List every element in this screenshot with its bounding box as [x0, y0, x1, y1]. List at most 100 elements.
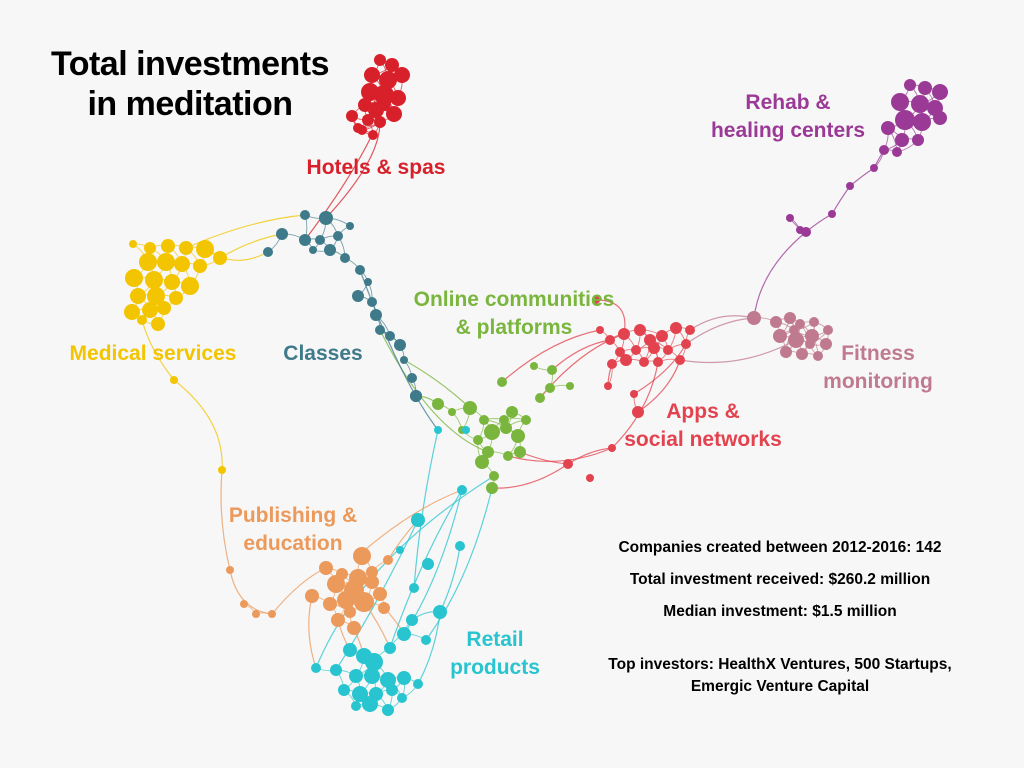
label-retail-line-2: products: [450, 656, 540, 679]
node-online-7: [511, 429, 525, 443]
node-retail-19: [311, 663, 321, 673]
node-rehab-10: [895, 133, 909, 147]
node-rehab-13: [892, 147, 902, 157]
node-fitness-7: [788, 332, 804, 348]
node-apps-6: [670, 322, 682, 334]
node-online-6: [500, 422, 512, 434]
node-medical-15: [147, 287, 165, 305]
node-classes-0: [319, 211, 333, 225]
node-classes-14: [367, 297, 377, 307]
node-medical-11: [145, 271, 163, 289]
bridge-node-1: [218, 466, 226, 474]
node-medical-17: [124, 304, 140, 320]
label-retail-products: Retail products: [440, 626, 550, 682]
node-fitness-9: [820, 338, 832, 350]
node-retail-29: [421, 635, 431, 645]
label-rehab-line-1: Rehab &: [745, 91, 831, 114]
node-online-23: [566, 382, 574, 390]
node-online-15: [530, 362, 538, 370]
node-apps-9: [648, 342, 660, 354]
node-medical-10: [125, 269, 143, 287]
edge-long-12: [379, 329, 489, 453]
node-fitness-4: [809, 317, 819, 327]
node-online-14: [547, 365, 557, 375]
node-hotels-11: [374, 116, 386, 128]
label-online-line-1: Online communities: [413, 288, 615, 311]
node-retail-28: [351, 701, 361, 711]
investors-line-2: Emergic Venture Capital: [690, 678, 870, 695]
node-retail-27: [396, 546, 404, 554]
node-publishing-13: [347, 621, 361, 635]
edge-long-29: [831, 185, 851, 215]
bridge-node-4: [462, 426, 470, 434]
node-apps-14: [639, 357, 649, 367]
node-rehab-8: [933, 111, 947, 125]
node-medical-6: [139, 253, 157, 271]
node-medical-21: [137, 315, 147, 325]
label-apps-line-2: social networks: [624, 428, 782, 451]
edge-long-8: [229, 569, 273, 615]
node-rehab-9: [881, 121, 895, 135]
label-online-communities: Online communities & platforms: [404, 286, 624, 342]
label-classes: Classes: [278, 340, 368, 368]
node-retail-12: [338, 684, 350, 696]
node-classes-15: [370, 309, 382, 321]
node-medical-13: [181, 277, 199, 295]
edge-long-9: [271, 567, 327, 615]
node-online-16: [545, 383, 555, 393]
node-retail-7: [349, 669, 363, 683]
node-fitness-11: [796, 348, 808, 360]
node-medical-18: [142, 302, 158, 318]
node-classes-13: [352, 290, 364, 302]
node-classes-12: [364, 278, 372, 286]
node-publishing-10: [354, 592, 374, 612]
node-online-9: [503, 451, 513, 461]
edge-long-49: [417, 611, 441, 685]
node-hotels-3: [379, 71, 397, 89]
node-medical-0: [129, 240, 137, 248]
node-publishing-19: [268, 610, 276, 618]
edge-long-30: [849, 167, 875, 187]
label-fitness-line-2: monitoring: [823, 370, 933, 393]
node-publishing-15: [353, 547, 371, 565]
node-medical-16: [169, 291, 183, 305]
node-rehab-15: [846, 182, 854, 190]
node-apps-16: [675, 355, 685, 365]
edge-long-36: [611, 361, 659, 449]
node-publishing-0: [319, 561, 333, 575]
edge-long-25: [689, 315, 755, 331]
label-apps-social: Apps & social networks: [612, 398, 794, 454]
node-online-11: [489, 471, 499, 481]
diagram-title: Total investments in meditation: [40, 44, 340, 124]
node-publishing-14: [344, 606, 356, 618]
node-classes-18: [394, 339, 406, 351]
node-publishing-3: [327, 575, 345, 593]
edge-long-2: [219, 233, 283, 259]
node-online-12: [514, 446, 526, 458]
node-retail-13: [352, 686, 368, 702]
node-rehab-19: [796, 226, 804, 234]
node-online-3: [479, 415, 489, 425]
label-publishing-line-2: education: [243, 532, 343, 555]
node-medical-8: [174, 256, 190, 272]
edge-long-38: [519, 451, 569, 465]
node-publishing-5: [365, 575, 379, 589]
node-publishing-17: [240, 600, 248, 608]
node-fitness-2: [784, 312, 796, 324]
edge-long-46: [308, 595, 317, 669]
node-rehab-0: [904, 79, 916, 91]
node-classes-20: [407, 373, 417, 383]
node-retail-17: [362, 696, 378, 712]
node-hotels-15: [346, 110, 358, 122]
label-fitness-line-1: Fitness: [841, 342, 915, 365]
label-online-line-2: & platforms: [455, 316, 573, 339]
top-investors: Top investors: HealthX Ventures, 500 Sta…: [590, 654, 970, 698]
edge-long-23: [551, 339, 611, 371]
node-fitness-1: [770, 316, 782, 328]
node-apps-18: [604, 382, 612, 390]
node-fitness-14: [789, 325, 799, 335]
edge-long-16: [425, 487, 493, 641]
nodes: [124, 54, 948, 716]
node-classes-5: [333, 231, 343, 241]
